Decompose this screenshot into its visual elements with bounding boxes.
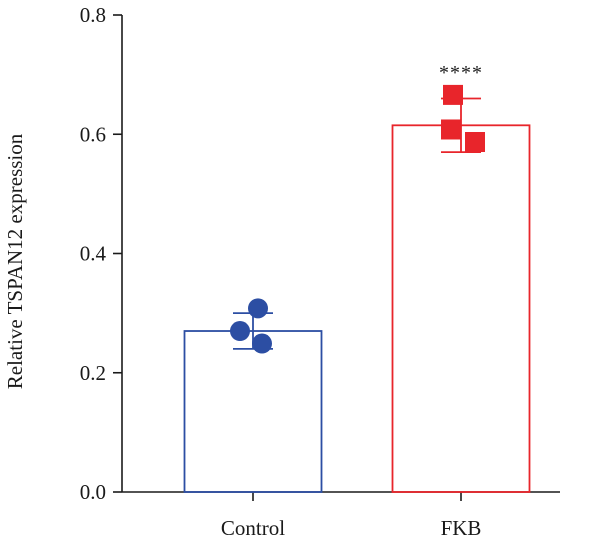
point-control-1 [230,321,250,342]
point-fkb-2 [465,132,485,153]
data-points [230,84,485,354]
y-axis-label: Relative TSPAN12 expression [3,133,27,389]
bar-control [183,330,323,493]
point-control-2 [252,333,272,354]
y-tick-label-3: 0.6 [80,122,106,146]
point-fkb-0 [443,84,463,105]
significance-label-0: **** [439,62,483,84]
point-control-0 [248,298,268,319]
y-tick-label-2: 0.4 [80,242,107,266]
bar-fkb [391,124,531,493]
point-fkb-1 [441,119,461,140]
bars [183,124,531,493]
y-tick-label-1: 0.2 [80,361,106,385]
labels: 0.0 0.2 0.4 0.6 0.8 Relative TSPAN12 expressi… [3,3,483,540]
x-tick-label-control: Control [221,516,285,540]
x-tick-label-fkb: FKB [441,516,482,540]
axes [113,14,560,501]
y-tick-label-4: 0.8 [80,3,106,27]
y-tick-label-0: 0.0 [80,480,106,504]
